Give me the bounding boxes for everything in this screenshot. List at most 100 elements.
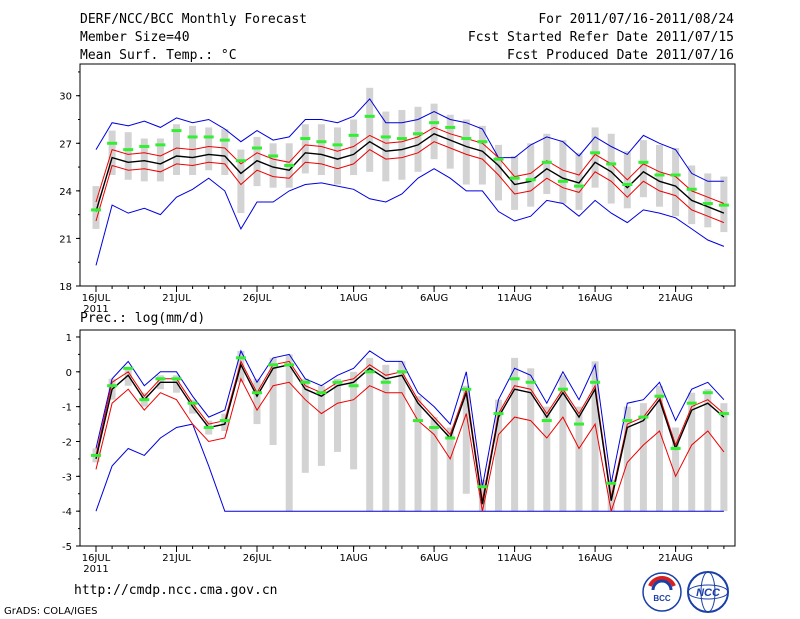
chart-title: DERF/NCC/BCC Monthly Forecast [80,12,307,27]
observed-marker [171,129,182,133]
spread-bar [156,138,164,182]
spread-bar [92,186,100,229]
observed-marker [493,157,504,161]
observed-marker [348,133,359,137]
observed-marker [332,143,343,147]
observed-marker [171,377,182,381]
observed-marker [219,419,230,423]
observed-marker [638,160,649,164]
y-tick-label: 18 [59,282,72,293]
observed-marker [203,426,214,430]
x-tick-label: 16JUL [82,293,111,304]
observed-marker [557,387,568,391]
observed-marker [638,415,649,419]
produced-date: Fcst Produced Date 2011/07/16 [507,48,734,63]
observed-marker [364,114,375,118]
observed-marker [606,481,617,485]
x-tick-label: 21AUG [658,553,693,564]
spread-bar [623,406,631,512]
y-tick-label: 0 [66,368,72,379]
observed-marker [348,384,359,388]
y-tick-label: 30 [59,92,72,103]
y-tick-label: 27 [59,139,72,150]
spread-bar [173,124,180,175]
spread-bar [301,124,309,174]
observed-marker [155,143,166,147]
spread-bar [527,143,535,207]
x-tick-label: 1AUG [339,553,367,564]
spread-bar [704,389,712,512]
plot-frame [79,329,736,547]
observed-marker [268,363,279,367]
observed-marker [284,363,295,367]
upper-red-line [95,126,725,204]
observed-marker [654,173,665,177]
observed-marker [252,146,262,150]
precipitation-panel: -5 -4 -3 -2 -1 0 1 16JUL 21JUL 26JUL 1AUG 6AUG 11AUG… [62,329,736,575]
observed-marker [413,132,423,136]
y-tick-label: -2 [62,437,72,448]
spread-bar [414,106,422,172]
y-tick-label: -5 [62,542,72,553]
lower-red-line [95,377,725,512]
spread-bar [173,375,180,393]
y-tick-label: 21 [59,234,72,245]
min-blue-line [95,423,724,512]
spread-bar [366,357,374,512]
observed-marker [203,135,214,139]
observed-marker [396,137,407,141]
x-year-label: 2011 [83,564,108,575]
spread-bar [688,165,696,225]
spread-bar [124,368,132,386]
spread-bar [559,140,567,204]
y-tick-label: 24 [59,187,72,198]
observed-marker [396,370,407,374]
spread-bar [639,140,647,198]
observed-marker [252,391,262,395]
footer-url[interactable]: http://cmdp.ncc.cma.gov.cn [74,583,278,598]
observed-marker [622,419,633,423]
spread-bar [704,173,712,228]
spread-bar [495,399,502,512]
spread-bar [527,368,535,512]
spread-bar [269,357,277,445]
x-tick-label: 1AUG [339,293,367,304]
spread-bar [269,143,277,188]
observed-marker [541,419,552,423]
observed-marker [139,398,150,402]
mean-line [95,133,725,214]
observed-marker [686,401,697,405]
spread-bar [285,354,293,512]
spread-bar [720,403,728,512]
observed-marker [300,380,311,384]
observed-marker [429,121,440,125]
spread-bar [478,479,486,512]
spread-bar [366,87,374,172]
member-size: Member Size=40 [80,30,190,45]
spread-bar [317,385,325,466]
spread-bar [237,149,245,214]
observed-marker [380,135,391,139]
observed-marker [445,436,456,440]
lower-red-line [95,141,725,224]
x-year-label: 2011 [83,304,108,315]
x-tick-label: 16AUG [578,553,613,564]
observed-marker [477,140,488,144]
y-tick-label: -4 [62,507,72,518]
x-tick-label: 16AUG [578,293,613,304]
spread-bar [446,114,454,169]
max-blue-line [95,98,724,182]
observed-marker [300,137,311,141]
observed-marker [235,159,246,163]
observed-marker [702,391,713,395]
observed-marker [461,387,472,391]
observed-marker [107,141,118,145]
spread-bar [591,361,599,512]
spread-bar [124,132,132,180]
spread-bar [205,127,213,171]
observed-marker [91,208,101,212]
spread-bar [672,148,680,217]
spread-bar [414,396,422,512]
spread-bar [430,417,438,512]
max-blue-line [95,349,725,487]
